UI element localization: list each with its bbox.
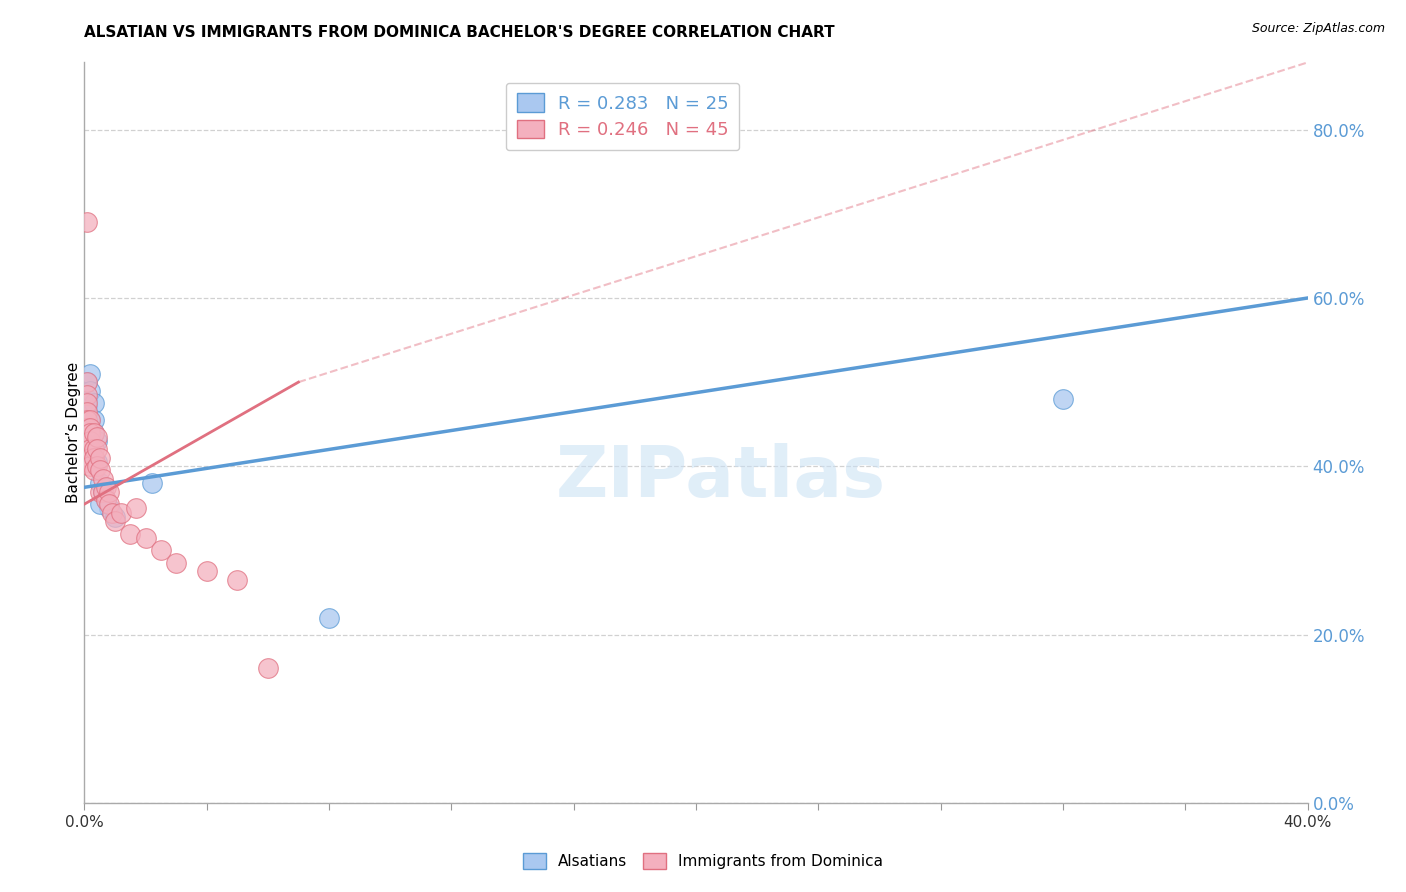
Point (318, 610, 340, 624)
Point (89, 497, 111, 511)
Point (97, 497, 120, 511)
Point (86, 455, 108, 469)
Point (91, 484, 114, 499)
Point (76, 375, 98, 389)
Point (149, 543, 172, 558)
Point (165, 556, 187, 570)
Point (79, 442, 101, 457)
Point (86, 434, 108, 448)
Point (76, 401, 98, 415)
Point (76, 388, 98, 402)
Point (76, 413, 98, 427)
Point (86, 442, 108, 457)
Point (79, 425, 101, 440)
Point (226, 573, 249, 587)
Point (79, 421, 101, 435)
Point (83, 413, 105, 427)
Point (76, 455, 98, 469)
Point (79, 413, 101, 427)
Point (79, 413, 101, 427)
Point (76, 375, 98, 389)
Point (1052, 392, 1074, 406)
Text: ALSATIAN VS IMMIGRANTS FROM DOMINICA BACHELOR'S DEGREE CORRELATION CHART: ALSATIAN VS IMMIGRANTS FROM DOMINICA BAC… (84, 26, 835, 40)
Point (195, 565, 218, 579)
Point (79, 367, 101, 381)
Point (76, 396, 98, 410)
Point (94, 480, 117, 494)
Legend: Alsatians, Immigrants from Dominica: Alsatians, Immigrants from Dominica (517, 847, 889, 875)
Point (76, 430, 98, 444)
Point (104, 509, 127, 524)
Point (89, 463, 111, 477)
Point (89, 484, 111, 499)
Point (104, 514, 127, 528)
Point (120, 526, 142, 541)
Point (83, 442, 105, 457)
Point (79, 430, 101, 444)
Point (89, 476, 111, 491)
Point (76, 421, 98, 435)
Point (76, 409, 98, 423)
Legend: R = 0.283   N = 25, R = 0.246   N = 45: R = 0.283 N = 25, R = 0.246 N = 45 (506, 83, 740, 150)
Point (76, 413, 98, 427)
Text: Source: ZipAtlas.com: Source: ZipAtlas.com (1251, 22, 1385, 36)
Point (83, 450, 105, 465)
Point (83, 425, 105, 440)
Point (94, 492, 117, 507)
Point (79, 384, 101, 398)
Point (91, 472, 114, 486)
Point (97, 484, 120, 499)
Point (79, 459, 101, 474)
Point (86, 459, 108, 474)
Point (76, 404, 98, 418)
Point (83, 450, 105, 465)
Point (83, 463, 105, 477)
Point (257, 661, 280, 675)
Point (110, 506, 132, 520)
Point (135, 531, 157, 545)
Point (101, 506, 124, 520)
Text: ZIPatlas: ZIPatlas (555, 442, 886, 511)
Point (83, 396, 105, 410)
Point (94, 492, 117, 507)
Point (91, 484, 114, 499)
Point (76, 425, 98, 440)
Point (86, 430, 108, 444)
Point (76, 215, 98, 229)
Point (79, 434, 101, 448)
Point (76, 447, 98, 461)
Point (97, 501, 120, 516)
Point (83, 425, 105, 440)
Point (89, 450, 111, 465)
Point (76, 392, 98, 406)
Point (141, 476, 163, 491)
Point (125, 501, 148, 516)
Y-axis label: Bachelor’s Degree: Bachelor’s Degree (66, 362, 80, 503)
Point (76, 438, 98, 452)
Point (79, 450, 101, 465)
